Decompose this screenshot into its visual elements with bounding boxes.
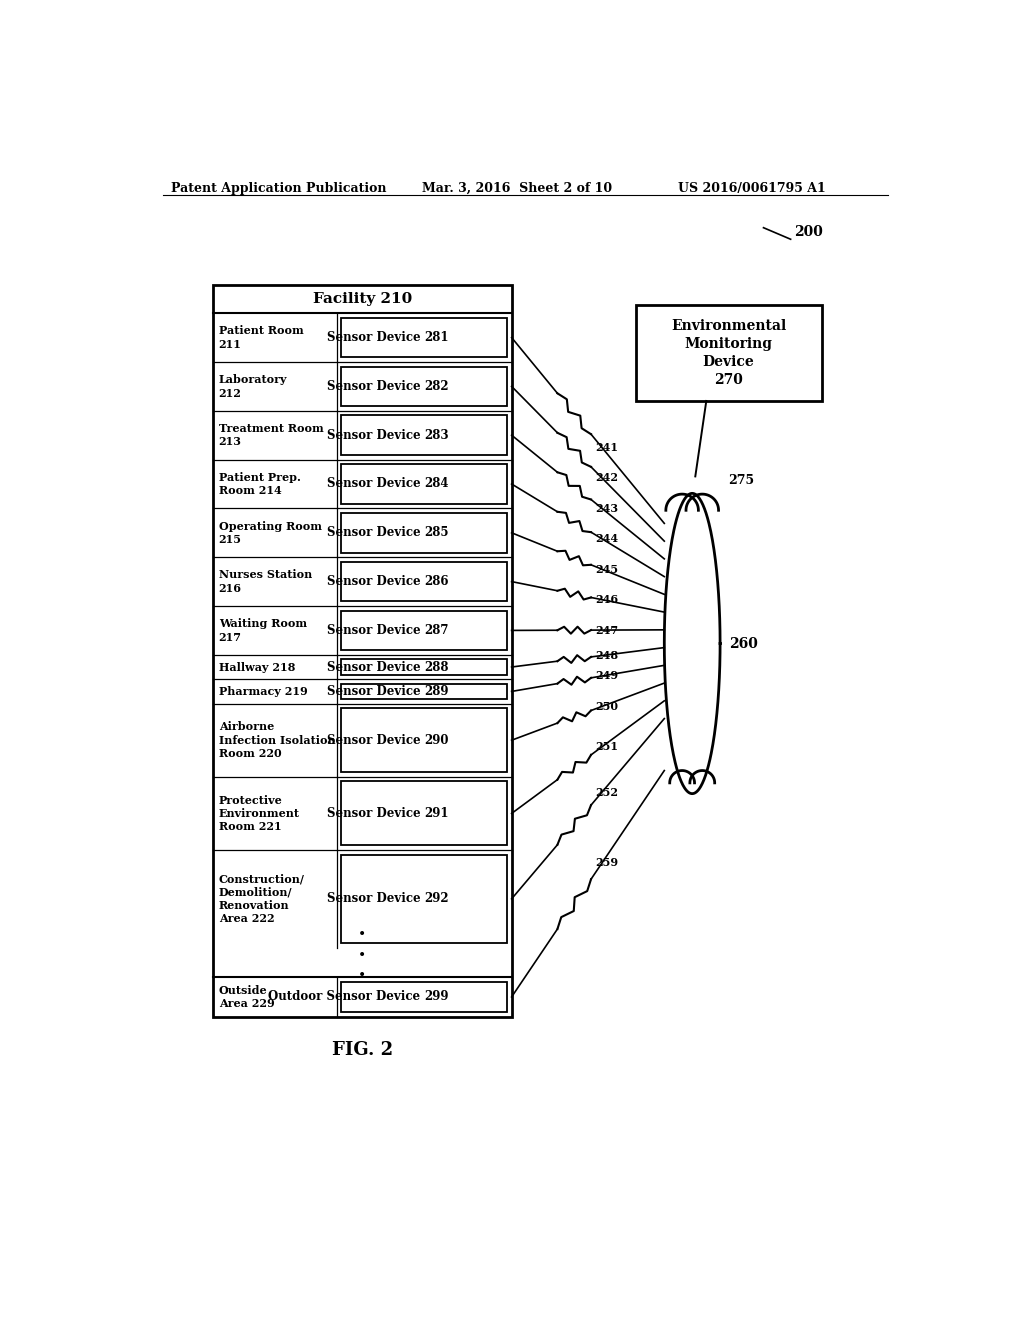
Text: 299: 299: [424, 990, 449, 1003]
Text: 292: 292: [424, 892, 449, 906]
FancyBboxPatch shape: [341, 709, 507, 772]
Text: 285: 285: [424, 527, 449, 540]
Text: Sensor Device: Sensor Device: [327, 807, 424, 820]
FancyBboxPatch shape: [341, 854, 507, 942]
FancyBboxPatch shape: [341, 318, 507, 358]
Text: 286: 286: [424, 576, 449, 589]
FancyBboxPatch shape: [341, 982, 507, 1012]
Text: Operating Room
215: Operating Room 215: [219, 520, 322, 545]
Text: 249: 249: [596, 671, 618, 681]
Text: Protective
Environment
Room 221: Protective Environment Room 221: [219, 795, 300, 832]
Text: Laboratory
212: Laboratory 212: [219, 375, 287, 399]
Text: 291: 291: [424, 807, 449, 820]
Text: 288: 288: [424, 660, 449, 673]
FancyBboxPatch shape: [341, 611, 507, 651]
Text: 287: 287: [424, 624, 449, 638]
Text: 200: 200: [795, 224, 823, 239]
Text: Sensor Device: Sensor Device: [327, 380, 424, 393]
Text: Sensor Device: Sensor Device: [327, 478, 424, 491]
Text: Patient Room
211: Patient Room 211: [219, 326, 303, 350]
Text: Treatment Room
213: Treatment Room 213: [219, 424, 324, 447]
Text: Construction/
Demolition/
Renovation
Area 222: Construction/ Demolition/ Renovation Are…: [219, 874, 305, 924]
Text: 252: 252: [596, 787, 618, 797]
Text: 246: 246: [596, 594, 618, 605]
Text: Mar. 3, 2016  Sheet 2 of 10: Mar. 3, 2016 Sheet 2 of 10: [423, 182, 612, 194]
Text: 250: 250: [596, 701, 618, 711]
Text: 260: 260: [729, 636, 759, 651]
Text: Waiting Room
217: Waiting Room 217: [219, 618, 307, 643]
FancyBboxPatch shape: [341, 513, 507, 553]
Text: Sensor Device: Sensor Device: [327, 734, 424, 747]
Text: Outdoor Sensor Device: Outdoor Sensor Device: [268, 990, 424, 1003]
Text: Facility 210: Facility 210: [312, 292, 412, 306]
Text: Pharmacy 219: Pharmacy 219: [219, 686, 307, 697]
Text: 243: 243: [596, 503, 618, 513]
Text: Sensor Device: Sensor Device: [327, 660, 424, 673]
Text: 247: 247: [596, 624, 618, 635]
Text: US 2016/0061795 A1: US 2016/0061795 A1: [678, 182, 826, 194]
FancyBboxPatch shape: [341, 367, 507, 407]
FancyBboxPatch shape: [341, 562, 507, 602]
Text: 248: 248: [596, 649, 618, 661]
Text: Outside
Area 229: Outside Area 229: [219, 985, 274, 1008]
Text: 290: 290: [424, 734, 449, 747]
Text: Nurses Station
216: Nurses Station 216: [219, 569, 312, 594]
Text: 241: 241: [596, 442, 618, 453]
FancyBboxPatch shape: [636, 305, 821, 401]
Text: 245: 245: [596, 564, 618, 574]
Text: 244: 244: [596, 533, 618, 544]
Text: Sensor Device: Sensor Device: [327, 527, 424, 540]
Text: 281: 281: [424, 331, 449, 345]
Text: •
•
•: • • •: [358, 927, 367, 982]
Text: Airborne
Infection Isolation
Room 220: Airborne Infection Isolation Room 220: [219, 722, 335, 759]
Text: Patent Application Publication: Patent Application Publication: [171, 182, 386, 194]
Text: 282: 282: [424, 380, 449, 393]
FancyBboxPatch shape: [341, 660, 507, 675]
Text: Hallway 218: Hallway 218: [219, 661, 295, 672]
Text: 242: 242: [596, 473, 618, 483]
Text: 259: 259: [596, 858, 618, 869]
FancyBboxPatch shape: [341, 416, 507, 455]
Text: 251: 251: [596, 742, 618, 752]
Text: Sensor Device: Sensor Device: [327, 685, 424, 698]
Text: Sensor Device: Sensor Device: [327, 331, 424, 345]
Text: Patient Prep.
Room 214: Patient Prep. Room 214: [219, 471, 301, 496]
Text: 284: 284: [424, 478, 449, 491]
Text: 283: 283: [424, 429, 449, 442]
Text: Environmental
Monitoring
Device
270: Environmental Monitoring Device 270: [671, 319, 786, 387]
FancyBboxPatch shape: [341, 781, 507, 845]
FancyBboxPatch shape: [341, 684, 507, 700]
Text: Sensor Device: Sensor Device: [327, 576, 424, 589]
FancyBboxPatch shape: [341, 465, 507, 504]
FancyBboxPatch shape: [213, 285, 512, 1016]
Text: 275: 275: [728, 474, 754, 487]
Text: Sensor Device: Sensor Device: [327, 624, 424, 638]
Text: Sensor Device: Sensor Device: [327, 429, 424, 442]
Text: FIG. 2: FIG. 2: [332, 1041, 393, 1059]
Text: Sensor Device: Sensor Device: [327, 892, 424, 906]
Text: 289: 289: [424, 685, 449, 698]
